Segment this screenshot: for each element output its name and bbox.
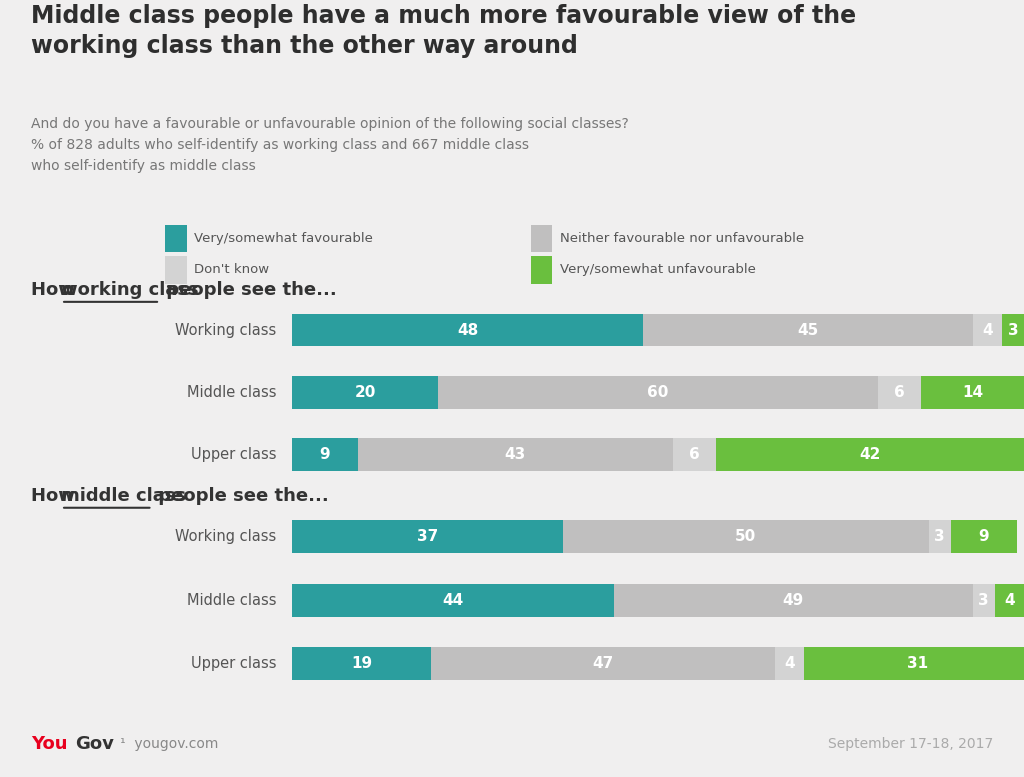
Text: 4: 4 [982,322,992,338]
Text: working class: working class [61,280,199,298]
Bar [805,647,1024,680]
Text: Very/somewhat favourable: Very/somewhat favourable [195,232,373,245]
Text: 48: 48 [457,322,478,338]
Bar [673,438,717,471]
Bar [973,314,1002,347]
Bar [643,314,973,347]
Text: Working class: Working class [175,529,276,544]
Text: 9: 9 [319,447,330,462]
Bar [994,584,1024,617]
Bar [357,438,673,471]
Text: 3: 3 [978,593,989,608]
Text: Neither favourable nor unfavourable: Neither favourable nor unfavourable [560,232,804,245]
Bar [438,376,878,409]
Text: middle class: middle class [61,486,186,504]
Bar [531,225,552,253]
Bar [292,584,614,617]
Bar [166,256,186,284]
Text: 4: 4 [1005,593,1015,608]
Text: ¹  yougov.com: ¹ yougov.com [120,737,218,751]
Bar [929,521,950,553]
Bar [973,584,994,617]
Text: 14: 14 [963,385,983,400]
Text: 45: 45 [798,322,818,338]
Text: How: How [31,486,81,504]
Text: 3: 3 [935,529,945,544]
Bar [292,438,357,471]
Text: 19: 19 [351,657,372,671]
Text: September 17-18, 2017: September 17-18, 2017 [828,737,993,751]
Bar [922,376,1024,409]
Text: Middle class people have a much more favourable view of the
working class than t: Middle class people have a much more fav… [31,4,856,57]
Text: 43: 43 [505,447,525,462]
Text: How: How [31,280,81,298]
Text: 47: 47 [592,657,613,671]
Text: 20: 20 [354,385,376,400]
Text: 49: 49 [782,593,804,608]
Text: Don't know: Don't know [195,263,269,276]
Text: 9: 9 [978,529,989,544]
Text: Gov: Gov [75,735,114,753]
Bar [775,647,805,680]
Text: 4: 4 [784,657,795,671]
Text: 6: 6 [894,385,905,400]
Bar [166,225,186,253]
Bar [292,314,643,347]
Bar [614,584,973,617]
Text: 50: 50 [735,529,757,544]
Text: people see the...: people see the... [160,280,337,298]
Bar [292,376,438,409]
Bar [431,647,775,680]
Text: Middle class: Middle class [187,385,276,400]
Text: Upper class: Upper class [191,447,276,462]
Bar [1002,314,1024,347]
Bar [563,521,929,553]
Bar [292,521,563,553]
Text: Upper class: Upper class [191,657,276,671]
Text: 42: 42 [859,447,881,462]
Text: Working class: Working class [175,322,276,338]
Text: Middle class: Middle class [187,593,276,608]
Text: 31: 31 [907,657,929,671]
Text: Very/somewhat unfavourable: Very/somewhat unfavourable [560,263,756,276]
Bar [878,376,922,409]
Text: 44: 44 [442,593,464,608]
Bar [717,438,1024,471]
Text: people see the...: people see the... [153,486,329,504]
Bar [292,647,431,680]
Text: 60: 60 [647,385,669,400]
Text: 37: 37 [417,529,438,544]
Text: 6: 6 [689,447,699,462]
Bar [950,521,1017,553]
Text: And do you have a favourable or unfavourable opinion of the following social cla: And do you have a favourable or unfavour… [31,117,629,172]
Text: You: You [31,735,68,753]
Bar [531,256,552,284]
Text: 3: 3 [1008,322,1018,338]
